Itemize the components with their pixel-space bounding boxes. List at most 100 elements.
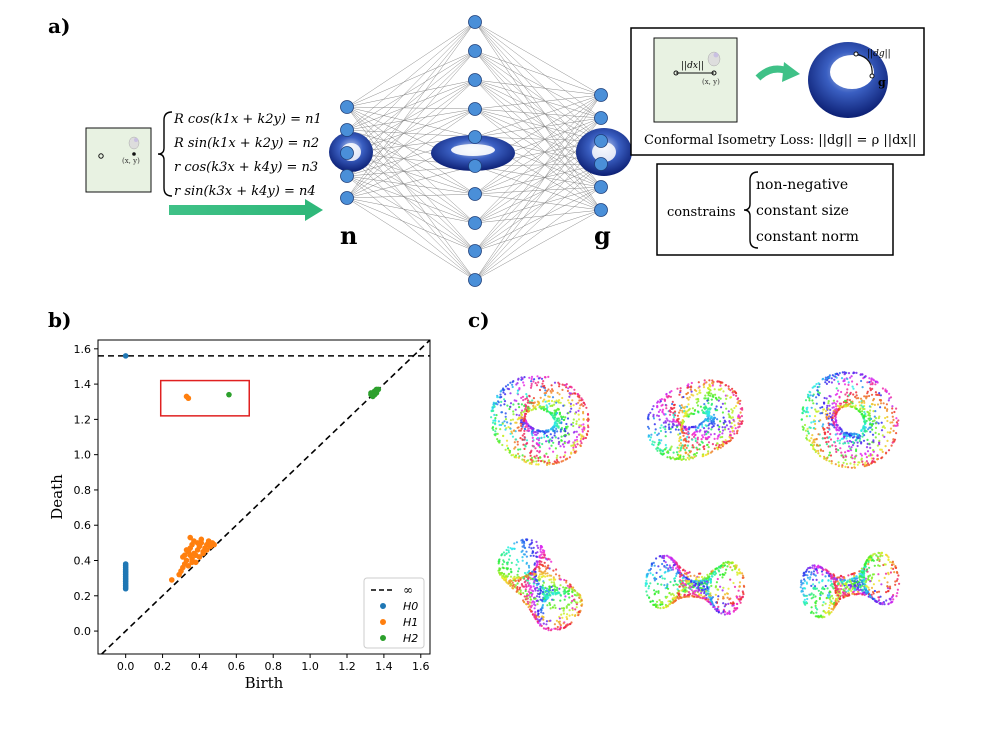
torus-point bbox=[716, 442, 719, 445]
torus-point bbox=[555, 456, 558, 459]
torus-point bbox=[817, 433, 820, 436]
torus-point bbox=[519, 429, 522, 432]
network-edge bbox=[346, 21, 476, 131]
torus-point bbox=[810, 437, 813, 440]
torus-point bbox=[678, 580, 681, 583]
torus-point bbox=[524, 598, 527, 601]
torus-point bbox=[526, 429, 529, 432]
torus-point bbox=[557, 437, 560, 440]
torus-point bbox=[814, 604, 817, 607]
torus-point bbox=[578, 424, 581, 427]
torus-point bbox=[828, 404, 831, 407]
torus-point bbox=[834, 445, 837, 448]
torus-point bbox=[540, 545, 543, 548]
constraint-1: non-negative bbox=[756, 177, 848, 193]
torus-point bbox=[853, 593, 856, 596]
torus-point bbox=[688, 407, 691, 410]
torus-point bbox=[887, 573, 890, 576]
torus-point bbox=[558, 421, 561, 424]
torus-point bbox=[533, 574, 536, 577]
torus-point bbox=[837, 594, 840, 597]
torus-point bbox=[874, 436, 877, 439]
torus-point bbox=[553, 400, 556, 403]
torus-point bbox=[534, 618, 537, 621]
torus-point bbox=[708, 379, 711, 382]
torus-point bbox=[707, 386, 710, 390]
torus-point bbox=[652, 443, 655, 447]
torus-point bbox=[692, 446, 695, 449]
torus-point bbox=[728, 610, 731, 613]
torus-point bbox=[828, 575, 831, 578]
torus-point bbox=[530, 382, 533, 385]
torus-point bbox=[494, 430, 497, 433]
torus-point bbox=[870, 457, 873, 460]
torus-point bbox=[862, 407, 865, 411]
torus-point bbox=[687, 428, 690, 431]
torus-point bbox=[865, 397, 868, 400]
torus-point bbox=[655, 604, 658, 608]
torus-point bbox=[728, 421, 731, 424]
torus-point bbox=[861, 463, 865, 466]
x-tick-label: 1.2 bbox=[338, 660, 356, 673]
torus-point bbox=[827, 440, 830, 443]
torus-point bbox=[523, 376, 526, 379]
torus-point bbox=[714, 393, 717, 396]
torus-point bbox=[541, 587, 544, 590]
torus-point bbox=[696, 448, 699, 451]
torus-point bbox=[677, 568, 680, 571]
torus-point bbox=[861, 588, 865, 591]
torus-point bbox=[873, 564, 876, 567]
torus-point bbox=[535, 384, 539, 387]
torus-point bbox=[536, 560, 539, 563]
layer-label-g: g bbox=[594, 221, 611, 250]
torus-point bbox=[653, 577, 656, 580]
torus-point bbox=[666, 585, 669, 588]
torus-point bbox=[520, 427, 523, 430]
torus-point bbox=[657, 443, 660, 446]
torus-point bbox=[678, 437, 681, 440]
torus-point bbox=[703, 582, 706, 585]
point-h1 bbox=[196, 554, 203, 560]
torus-point bbox=[526, 406, 529, 409]
torus-point bbox=[849, 376, 852, 379]
torus-point bbox=[845, 455, 848, 458]
torus-point bbox=[804, 587, 807, 590]
torus-point bbox=[711, 381, 714, 385]
torus-point bbox=[544, 572, 547, 575]
torus-point bbox=[882, 402, 885, 405]
torus-point bbox=[526, 425, 529, 428]
network-edge bbox=[474, 50, 602, 119]
torus-point bbox=[837, 582, 840, 586]
torus-point bbox=[868, 419, 871, 422]
torus-point bbox=[825, 397, 828, 400]
torus-point bbox=[704, 397, 707, 400]
torus-point bbox=[551, 426, 554, 429]
torus-point bbox=[565, 586, 568, 590]
torus-point bbox=[532, 397, 535, 400]
torus-point bbox=[734, 427, 737, 430]
torus-point bbox=[662, 556, 665, 559]
torus-point bbox=[511, 385, 514, 389]
torus-point bbox=[690, 390, 693, 393]
torus-point bbox=[724, 561, 727, 564]
torus-point bbox=[700, 591, 703, 595]
torus-point bbox=[647, 415, 650, 418]
x-tick-label: 1.6 bbox=[412, 660, 430, 673]
torus-point bbox=[675, 583, 678, 586]
torus-point bbox=[828, 412, 832, 415]
torus-point bbox=[895, 407, 898, 410]
torus-point bbox=[808, 439, 811, 442]
torus-point bbox=[553, 590, 556, 593]
torus-point bbox=[809, 443, 813, 446]
point-h1 bbox=[183, 557, 190, 564]
torus-point bbox=[735, 394, 738, 397]
torus-point bbox=[728, 434, 732, 437]
torus-point bbox=[573, 589, 576, 592]
torus-point bbox=[883, 576, 886, 579]
torus-point bbox=[685, 432, 688, 435]
torus-point bbox=[510, 454, 513, 457]
torus-point bbox=[858, 410, 861, 413]
torus-point bbox=[866, 577, 870, 581]
torus-point bbox=[523, 432, 526, 435]
torus-point bbox=[675, 420, 678, 423]
